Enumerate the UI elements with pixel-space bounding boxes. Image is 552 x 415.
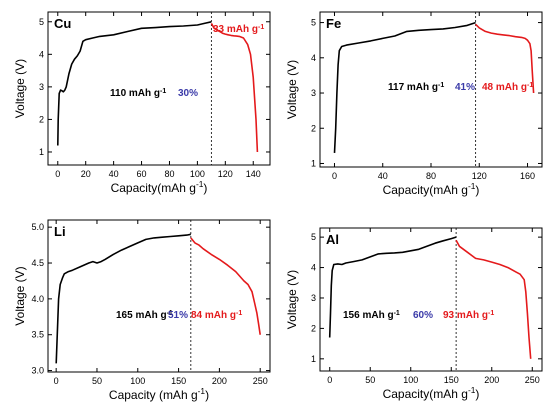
y-tick-label: 3: [311, 293, 316, 303]
plot-frame: [47, 219, 271, 373]
charge-capacity-label: 156 mAh g-1: [343, 310, 400, 322]
x-tick-label: 80: [426, 171, 436, 181]
panel-li: Li Capacity (mAh g-1) Voltage (V) 165 mA…: [13, 219, 271, 402]
x-tick-label: 60: [137, 169, 147, 179]
charge-curve: [328, 236, 457, 338]
y-tick-label: 4.5: [31, 258, 44, 268]
y-tick-label: 3.5: [31, 330, 44, 340]
x-tick-label: 0: [327, 375, 332, 385]
x-axis-label: Capacity(mAh g-1): [383, 385, 480, 401]
y-tick-label: 4: [311, 263, 316, 273]
percent-label: 51%: [168, 310, 188, 321]
panel-al: Al Capacity(mAh g-1) Voltage (V) 156 mAh…: [285, 227, 543, 401]
x-tick-label: 100: [190, 169, 205, 179]
plot-frame: [319, 227, 543, 372]
charge-curve: [55, 233, 191, 364]
charge-curve: [57, 21, 212, 146]
y-tick-label: 3: [311, 88, 316, 98]
x-tick-label: 140: [246, 169, 261, 179]
x-tick-label: 50: [92, 376, 102, 386]
y-tick-label: 5: [39, 17, 44, 27]
panel-fe: Fe Capacity(mAh g-1) Voltage (V) 117 mAh…: [285, 11, 543, 197]
x-axis-label: Capacity (mAh g-1): [109, 386, 209, 402]
charge-curve: [333, 21, 476, 153]
discharge-curve: [475, 23, 535, 94]
y-tick-label: 5.0: [31, 222, 44, 232]
discharge-capacity-label: 84 mAh g-1: [191, 310, 242, 322]
plot-frame: [47, 11, 271, 166]
discharge-capacity-label: 48 mAh g-1: [482, 82, 533, 94]
x-tick-label: 150: [171, 376, 186, 386]
charge-capacity-label: 165 mAh g-1: [116, 310, 173, 322]
y-tick-label: 5: [311, 232, 316, 242]
x-tick-label: 0: [54, 376, 59, 386]
x-tick-label: 40: [378, 171, 388, 181]
x-tick-label: 200: [212, 376, 227, 386]
panel-title: Fe: [326, 16, 341, 31]
charge-capacity-label: 110 mAh g-1: [110, 88, 166, 100]
x-axis-label: Capacity(mAh g-1): [383, 181, 480, 197]
y-tick-label: 3.0: [31, 366, 44, 376]
discharge-curve: [190, 237, 261, 335]
charge-capacity-label: 117 mAh g-1: [388, 82, 444, 94]
y-tick-label: 5: [311, 18, 316, 28]
y-tick-label: 2: [39, 114, 44, 124]
discharge-capacity-label: 93 mAh g-1: [443, 310, 494, 322]
discharge-capacity-label: 33 mAh g-1: [213, 24, 264, 36]
x-tick-label: 100: [403, 375, 418, 385]
y-tick-label: 4: [311, 53, 316, 63]
discharge-curve: [455, 239, 532, 359]
x-tick-label: 150: [444, 375, 459, 385]
x-axis-label: Capacity(mAh g-1): [111, 179, 208, 195]
y-axis-label: Voltage (V): [285, 270, 299, 329]
x-tick-label: 250: [253, 376, 268, 386]
percent-label: 41%: [455, 82, 475, 93]
y-axis-label: Voltage (V): [13, 59, 27, 118]
percent-label: 60%: [413, 310, 433, 321]
y-tick-label: 3: [39, 82, 44, 92]
x-tick-label: 50: [365, 375, 375, 385]
x-tick-label: 250: [525, 375, 540, 385]
y-tick-label: 1: [311, 354, 316, 364]
panel-cu: Cu Capacity(mAh g-1) Voltage (V) 110 mAh…: [13, 11, 271, 195]
x-tick-label: 20: [81, 169, 91, 179]
y-tick-label: 2: [311, 123, 316, 133]
x-tick-label: 40: [109, 169, 119, 179]
x-tick-label: 80: [164, 169, 174, 179]
panel-title: Al: [326, 232, 339, 247]
y-tick-label: 2: [311, 323, 316, 333]
x-tick-label: 0: [332, 171, 337, 181]
y-tick-label: 1: [311, 158, 316, 168]
x-tick-label: 200: [484, 375, 499, 385]
percent-label: 30%: [178, 88, 198, 99]
x-tick-label: 120: [218, 169, 233, 179]
y-tick-label: 4.0: [31, 294, 44, 304]
x-tick-label: 160: [520, 171, 535, 181]
y-tick-label: 1: [39, 147, 44, 157]
x-tick-label: 100: [130, 376, 145, 386]
panel-title: Li: [54, 224, 66, 239]
discharge-curve: [210, 23, 259, 153]
panel-title: Cu: [54, 16, 71, 31]
y-axis-label: Voltage (V): [285, 60, 299, 119]
x-tick-label: 120: [472, 171, 487, 181]
x-tick-label: 0: [55, 169, 60, 179]
y-tick-label: 4: [39, 49, 44, 59]
y-axis-label: Voltage (V): [13, 266, 27, 325]
